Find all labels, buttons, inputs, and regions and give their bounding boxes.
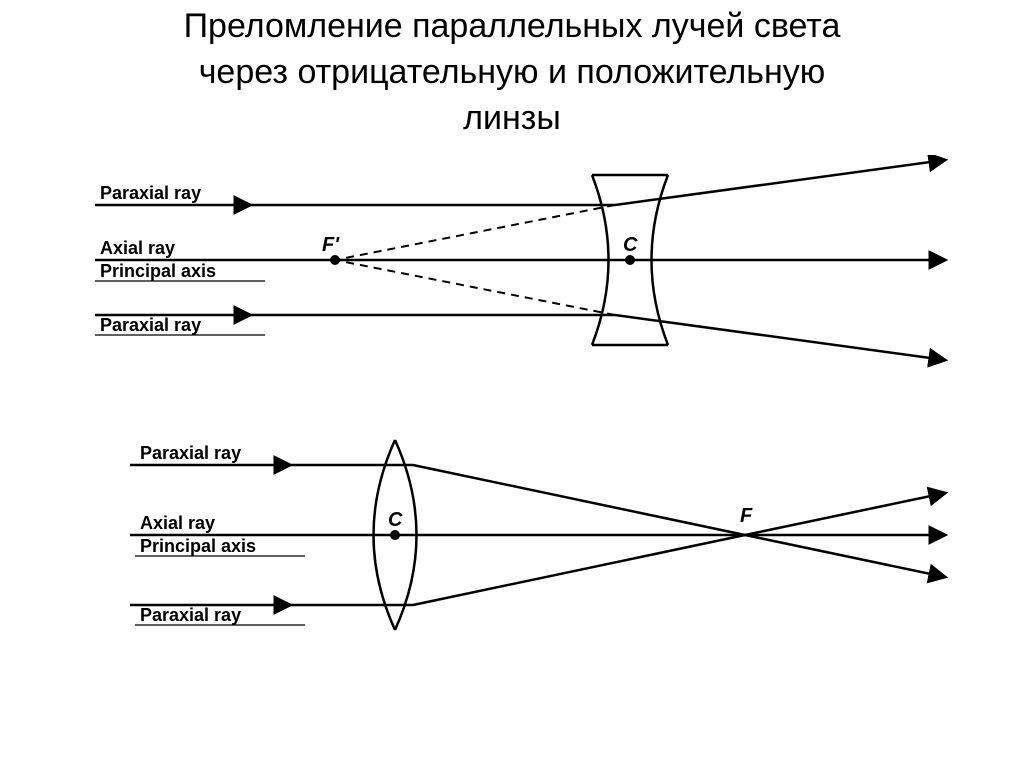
label-C-concave: C — [623, 234, 638, 256]
label-C-convex: C — [388, 509, 403, 531]
point-C-concave — [625, 255, 635, 265]
label-axial-1: Axial ray — [100, 238, 175, 258]
point-F-prime — [330, 255, 340, 265]
page-root: Преломление параллельных лучей света чер… — [0, 0, 1024, 767]
title-line-1: Преломление параллельных лучей света — [0, 4, 1024, 50]
convex-lens-diagram: Paraxial ray Axial ray Principal axis Pa… — [0, 420, 1024, 700]
label-principal-axis-1: Principal axis — [100, 261, 216, 281]
label-axial-2: Axial ray — [140, 513, 215, 533]
page-title: Преломление параллельных лучей света чер… — [0, 4, 1024, 142]
bottom-paraxial-refracted-2 — [413, 535, 745, 605]
top-paraxial-refracted-2 — [413, 465, 745, 535]
label-paraxial-bottom-1: Paraxial ray — [100, 315, 201, 335]
title-line-3: линзы — [0, 96, 1024, 142]
title-line-2: через отрицательную и положительную — [0, 50, 1024, 96]
top-paraxial-outgoing-2 — [745, 535, 945, 577]
concave-lens-diagram: Paraxial ray Axial ray Principal axis Pa… — [0, 155, 1024, 415]
bottom-paraxial-outgoing-2 — [745, 493, 945, 535]
point-C-convex — [390, 530, 400, 540]
label-F: F — [740, 505, 753, 527]
label-paraxial-bottom-2: Paraxial ray — [140, 605, 241, 625]
bottom-dashed-trace — [335, 260, 615, 315]
label-paraxial-top-1: Paraxial ray — [100, 183, 201, 203]
top-dashed-trace — [335, 205, 615, 260]
label-F-prime: F' — [322, 234, 340, 256]
label-principal-axis-2: Principal axis — [140, 536, 256, 556]
label-paraxial-top-2: Paraxial ray — [140, 443, 241, 463]
